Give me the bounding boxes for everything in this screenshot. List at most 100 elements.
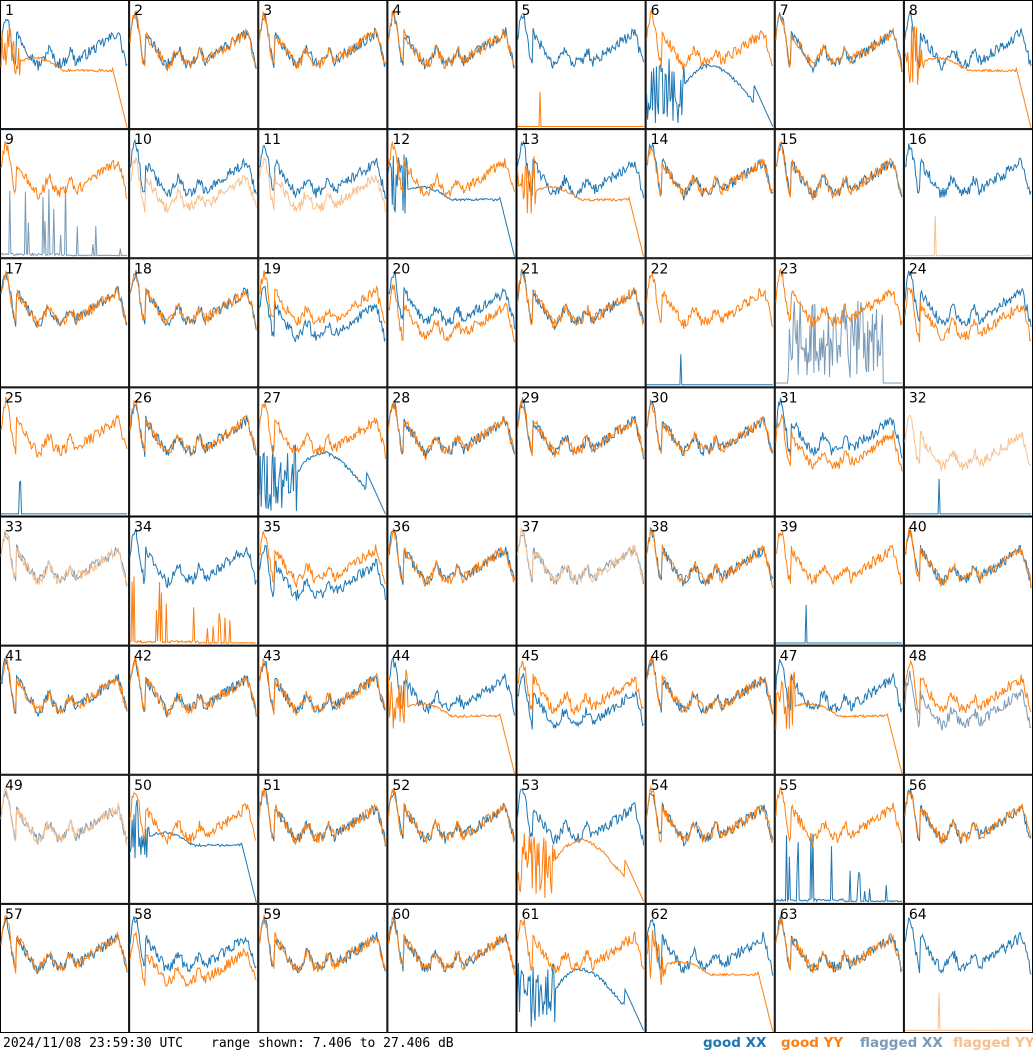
tile-36-xx-line	[388, 530, 515, 586]
tile-44-label: 44	[392, 649, 410, 665]
tile-60-label: 60	[392, 907, 410, 923]
tile-19-label: 19	[263, 261, 281, 277]
tile-64: 64	[903, 903, 1033, 1033]
tile-45-xx-line	[517, 673, 645, 730]
tile-61: 61	[516, 903, 646, 1033]
tile-1-label: 1	[5, 3, 14, 19]
tile-48-yy-line	[904, 659, 1032, 715]
tile-64-yy-line	[904, 992, 1031, 1031]
tile-2-xx-line	[129, 9, 257, 70]
tile-24: 24	[903, 258, 1033, 388]
tile-34-xx-line	[129, 528, 257, 588]
tile-50: 50	[129, 774, 259, 904]
tile-50-xx-line	[129, 799, 257, 903]
tile-23: 23	[774, 258, 904, 388]
tile-43-yy-line	[258, 658, 386, 716]
tile-2-yy-line	[129, 11, 257, 72]
tile-36: 36	[387, 516, 517, 646]
tile-38-label: 38	[651, 520, 669, 536]
tile-23-xx-line	[775, 300, 902, 384]
tile-37-yy-line	[517, 528, 644, 585]
tile-24-label: 24	[909, 261, 927, 277]
tile-30-label: 30	[651, 390, 669, 406]
tile-10: 10	[129, 129, 259, 259]
tile-43-xx-line	[258, 660, 386, 714]
tile-6-xx-line	[646, 58, 774, 127]
tile-14-yy-line	[646, 146, 774, 198]
tile-59: 59	[258, 903, 388, 1033]
tile-1-xx-line	[0, 18, 128, 71]
tile-21: 21	[516, 258, 646, 388]
tile-35: 35	[258, 516, 388, 646]
tile-47-label: 47	[780, 649, 798, 665]
tile-62-label: 62	[651, 907, 669, 923]
tile-41-yy-line	[0, 657, 128, 715]
tile-37-label: 37	[522, 520, 540, 536]
tile-24-xx-line	[904, 270, 1032, 328]
tile-26-yy-line	[129, 399, 257, 456]
tile-3-yy-line	[258, 11, 386, 69]
tile-11-yy-line	[258, 157, 386, 213]
tile-22: 22	[645, 258, 775, 388]
tile-9: 9	[0, 129, 130, 259]
tile-27-yy-line	[258, 402, 386, 459]
legend-flagged-yy: flagged YY	[953, 1035, 1033, 1051]
tile-42-label: 42	[134, 649, 152, 665]
tile-8: 8	[903, 0, 1033, 130]
tile-4-xx-line	[387, 10, 515, 70]
tile-25-yy-line	[0, 396, 128, 458]
tile-29-yy-line	[517, 399, 645, 458]
tile-31-xx-line	[775, 397, 903, 459]
tile-18-yy-line	[129, 272, 257, 329]
tile-11-xx-line	[258, 144, 386, 200]
tile-16-yy-line	[904, 215, 1031, 257]
tile-34: 34	[129, 516, 259, 646]
tile-27-label: 27	[263, 390, 281, 406]
tile-57-label: 57	[5, 907, 23, 923]
tile-6-label: 6	[651, 3, 660, 19]
tile-52-label: 52	[392, 778, 410, 794]
tile-19: 19	[258, 258, 388, 388]
tile-46-yy-line	[646, 656, 774, 715]
tile-48: 48	[903, 645, 1033, 775]
tile-59-yy-line	[258, 914, 386, 974]
tile-8-xx-line	[904, 10, 1032, 71]
tile-29: 29	[516, 387, 646, 517]
tile-45: 45	[516, 645, 646, 775]
tile-11: 11	[258, 129, 388, 259]
tile-52-xx-line	[387, 790, 515, 844]
tile-37: 37	[516, 516, 646, 646]
tile-10-yy-line	[129, 156, 257, 214]
tile-7-yy-line	[775, 14, 903, 71]
tile-25-xx-line	[1, 480, 128, 515]
tile-49-yy-line	[0, 787, 128, 847]
tile-14-label: 14	[651, 132, 669, 148]
tile-26: 26	[129, 387, 259, 517]
tile-40: 40	[903, 516, 1033, 646]
tile-52: 52	[387, 774, 517, 904]
tile-1: 1	[0, 0, 130, 130]
tile-58-xx-line	[129, 916, 257, 973]
legend-flagged-xx: flagged XX	[860, 1035, 943, 1051]
tile-8-label: 8	[909, 3, 918, 19]
tile-35-yy-line	[258, 531, 386, 588]
tile-20-xx-line	[388, 271, 515, 330]
tile-10-xx-line	[129, 138, 257, 198]
tile-41-label: 41	[5, 649, 23, 665]
tile-12: 12	[387, 129, 517, 259]
tile-46-label: 46	[651, 649, 669, 665]
tile-44-yy-line	[387, 669, 515, 774]
timestamp: 2024/11/08 23:59:30 UTC	[3, 1036, 184, 1051]
tile-56: 56	[903, 774, 1033, 904]
tile-32-yy-line	[904, 414, 1032, 471]
tile-4-label: 4	[392, 3, 401, 19]
tile-10-label: 10	[134, 132, 152, 148]
tile-32-label: 32	[909, 390, 927, 406]
tile-26-label: 26	[134, 390, 152, 406]
tile-20-label: 20	[392, 261, 410, 277]
tile-54-label: 54	[651, 778, 669, 794]
tile-15-yy-line	[775, 140, 903, 201]
tile-64-xx-line	[904, 917, 1032, 975]
tile-55-label: 55	[780, 778, 798, 794]
tile-9-label: 9	[5, 132, 14, 148]
